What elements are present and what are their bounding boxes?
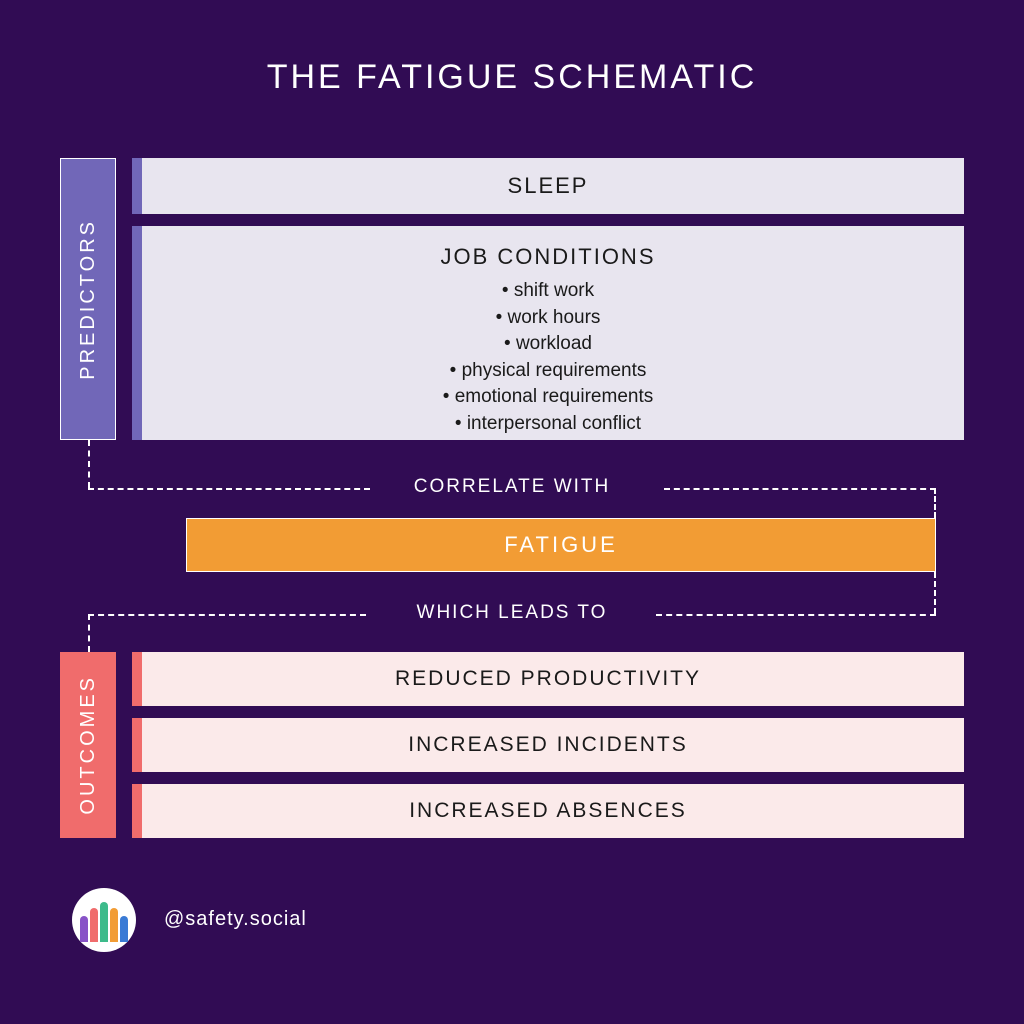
predictor-row-label: JOB CONDITIONS xyxy=(132,244,964,270)
row-accent xyxy=(132,784,142,838)
predictor-row-job-conditions: JOB CONDITIONS shift work work hours wor… xyxy=(132,226,964,440)
outcome-row: INCREASED INCIDENTS xyxy=(132,718,964,772)
logo-person-icon xyxy=(120,916,128,942)
logo-person-icon xyxy=(110,908,118,942)
row-accent xyxy=(132,652,142,706)
row-accent xyxy=(132,226,142,440)
connector-label-leads-to: WHICH LEADS TO xyxy=(0,602,1024,624)
logo-icon xyxy=(72,888,136,952)
list-item: physical requirements xyxy=(132,358,964,385)
outcome-row: INCREASED ABSENCES xyxy=(132,784,964,838)
row-accent xyxy=(132,158,142,214)
job-conditions-list: shift work work hours workload physical … xyxy=(132,278,964,438)
list-item: shift work xyxy=(132,278,964,305)
predictor-row-label: SLEEP xyxy=(508,173,589,199)
predictor-row-sleep: SLEEP xyxy=(132,158,964,214)
outcomes-tab-label: OUTCOMES xyxy=(77,675,100,815)
outcome-row: REDUCED PRODUCTIVITY xyxy=(132,652,964,706)
predictors-tab-label: PREDICTORS xyxy=(77,219,100,380)
connector-label-correlate: CORRELATE WITH xyxy=(0,476,1024,498)
logo-person-icon xyxy=(100,902,108,942)
row-accent xyxy=(132,718,142,772)
list-item: work hours xyxy=(132,305,964,332)
outcome-row-label: INCREASED INCIDENTS xyxy=(408,733,688,757)
logo-person-icon xyxy=(90,908,98,942)
outcome-row-label: INCREASED ABSENCES xyxy=(409,799,687,823)
outcomes-tab: OUTCOMES xyxy=(60,652,116,838)
list-item: interpersonal conflict xyxy=(132,411,964,438)
social-handle: @safety.social xyxy=(164,908,307,931)
list-item: emotional requirements xyxy=(132,384,964,411)
outcome-row-label: REDUCED PRODUCTIVITY xyxy=(395,667,701,691)
predictors-tab: PREDICTORS xyxy=(60,158,116,440)
fatigue-box: FATIGUE xyxy=(186,518,936,572)
page-title: THE FATIGUE SCHEMATIC xyxy=(0,0,1024,97)
list-item: workload xyxy=(132,331,964,358)
logo-person-icon xyxy=(80,916,88,942)
fatigue-label: FATIGUE xyxy=(504,532,618,558)
